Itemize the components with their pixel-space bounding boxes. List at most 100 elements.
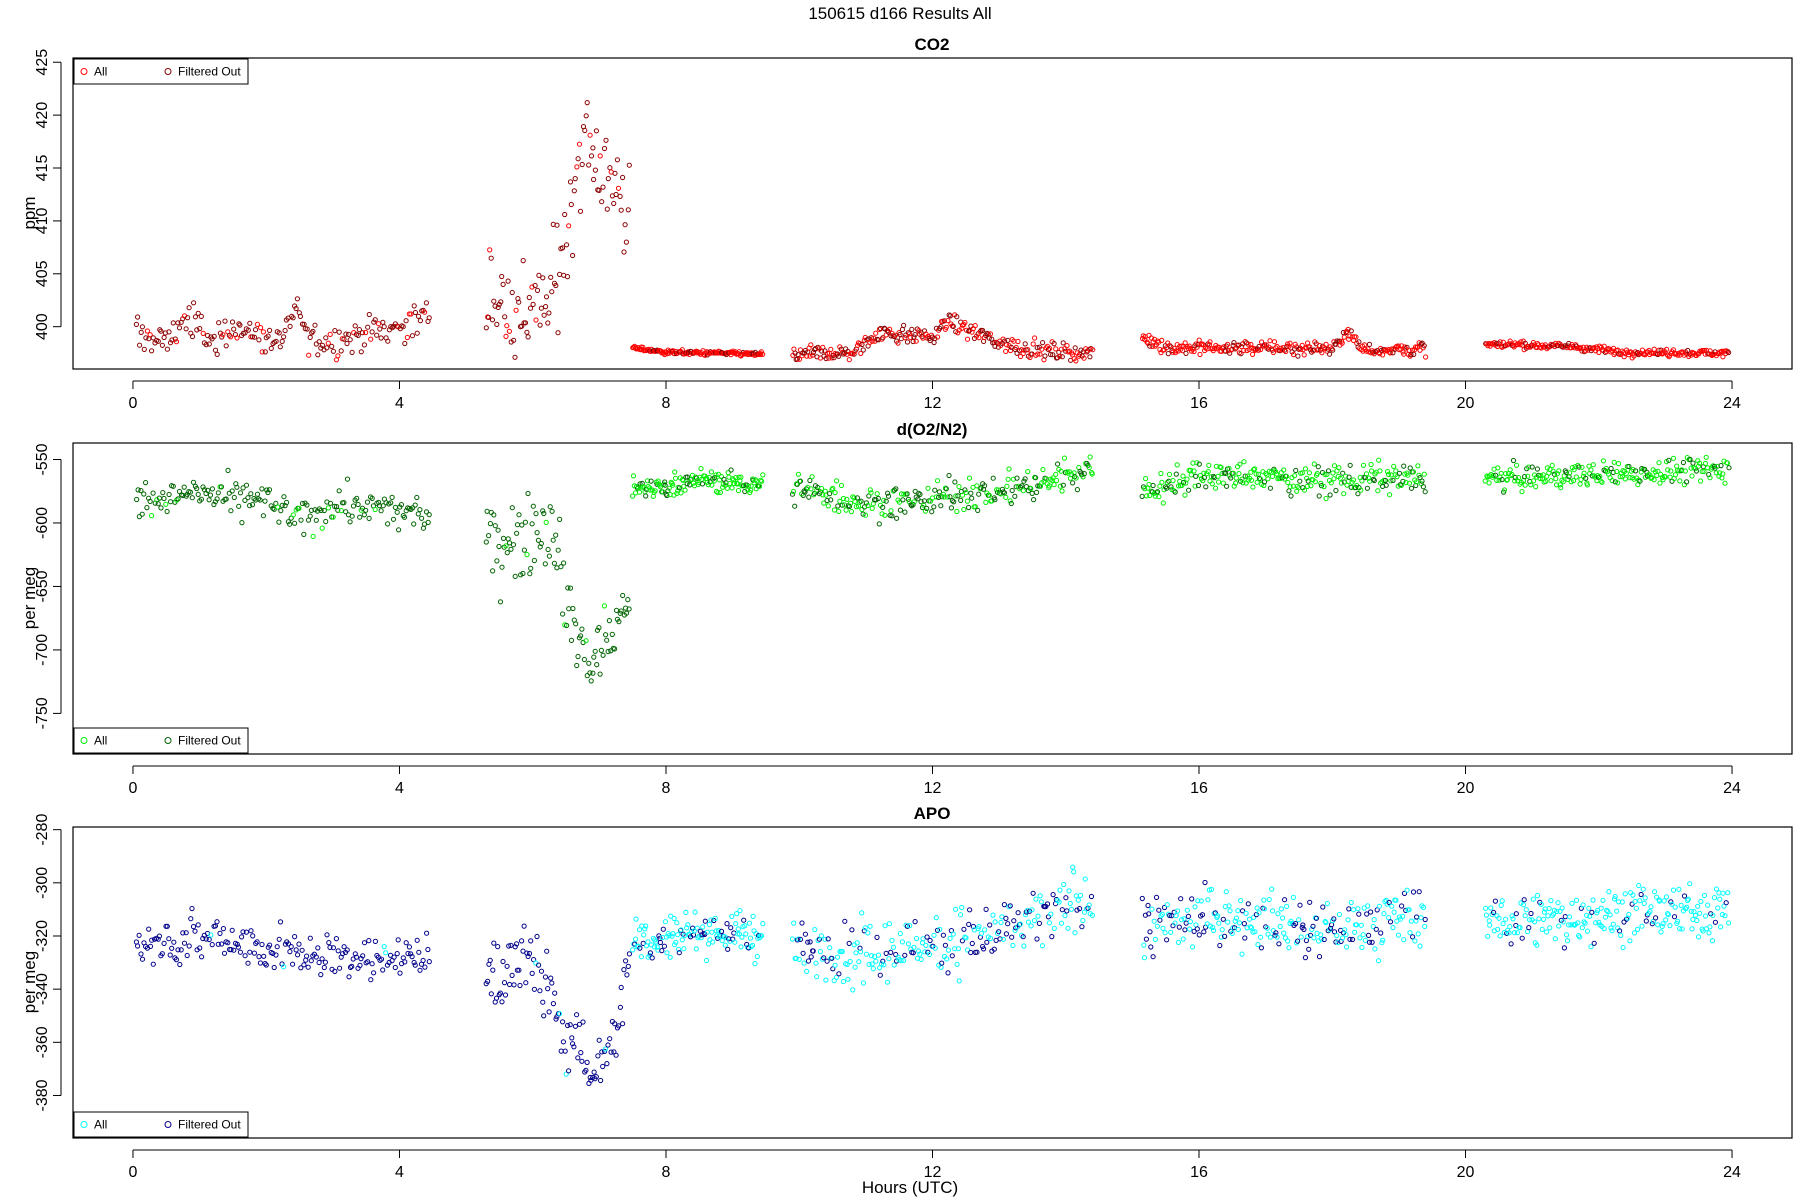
co2-point-265 [582,127,588,134]
do2n2-point-623 [1001,490,1008,496]
co2-point-725 [1167,343,1173,349]
do2n2-point-671 [1057,483,1063,489]
apo-point-897 [1355,906,1361,912]
do2n2-point-61 [228,508,234,514]
do2n2-point-725 [1166,471,1173,477]
co2-point-43 [200,330,206,336]
co2-point-672 [1058,346,1064,352]
co2-point-991 [1517,342,1523,348]
co2-point-512 [873,330,879,336]
apo-point-665 [1050,892,1056,898]
apo-point-1152 [1696,934,1702,940]
do2n2-point-840 [1293,467,1299,474]
apo-point-1134 [1676,886,1682,892]
co2-point-137 [346,331,352,337]
apo-point-118 [316,959,322,966]
do2n2-point-817 [1267,485,1274,491]
co2-point-120 [319,342,325,348]
apo-point-715 [1156,907,1162,913]
do2n2-point-699 [1089,471,1095,477]
apo-point-739 [1182,927,1188,933]
do2n2-point-63 [231,494,237,501]
apo-point-497 [856,959,862,965]
do2n2-point-159 [380,503,386,509]
do2n2-point-240 [549,508,555,514]
co2-point-227 [532,282,538,289]
co2-point-148 [363,329,369,336]
co2-point-187 [423,300,429,306]
do2n2-point-805 [1254,479,1260,485]
do2n2-point-975 [1499,477,1505,483]
co2-point-521 [883,332,889,338]
apo-point-1001 [1528,910,1534,917]
do2n2-point-205 [503,543,509,549]
co2-point-750 [1194,344,1200,350]
do2n2-point-533 [897,507,904,513]
do2n2-point-356 [682,487,688,493]
apo-point-512 [873,958,879,964]
co2-point-200 [496,301,502,307]
do2n2-point-1086 [1622,476,1628,482]
do2n2-point-578 [949,498,956,504]
apo-point-748 [1192,904,1198,910]
co2-point-684 [1072,345,1078,351]
co2-point-147 [361,342,367,348]
apo-point-129 [333,936,339,942]
apo-point-744 [1187,919,1194,925]
apo-point-989 [1514,930,1521,936]
apo-point-82 [261,953,267,959]
co2-point-724 [1165,351,1171,357]
co2-point-837 [1289,349,1295,355]
co2-point-259 [574,164,580,170]
do2n2-point-92 [276,519,282,525]
do2n2-point-513 [874,491,880,497]
apo-point-756 [1201,929,1207,935]
apo-point-685 [1073,893,1079,899]
co2-point-253 [566,223,572,229]
do2n2-point-401 [724,485,730,491]
co2-point-623 [1001,338,1008,344]
do2n2-point-471 [825,503,831,509]
do2n2-x-tick-label-0: 0 [129,780,138,797]
co2-point-776 [1223,348,1229,354]
apo-point-153 [371,970,377,976]
do2n2-point-535 [900,497,906,503]
do2n2-point-154 [372,506,378,513]
apo-point-385 [709,929,715,935]
apo-point-36 [189,905,195,912]
apo-point-939 [1401,937,1407,943]
do2n2-point-985 [1510,457,1517,464]
apo-point-793 [1241,921,1247,927]
do2n2-point-703 [1143,476,1149,482]
do2n2-point-218 [520,570,526,577]
do2n2-point-236 [543,519,549,526]
apo-point-1160 [1705,902,1711,908]
co2-x-tick-label-0: 0 [129,395,138,412]
co2-point-611 [987,331,994,337]
apo-point-123 [324,932,330,938]
do2n2-point-819 [1269,473,1276,479]
apo-point-570 [940,932,947,938]
co2-point-160 [381,324,387,330]
apo-point-1100 [1638,891,1644,898]
co2-point-181 [414,330,420,336]
apo-point-34 [186,943,192,949]
co2-point-740 [1183,350,1189,356]
co2-point-489 [846,357,852,363]
apo-x-tick-label-1: 4 [395,1164,404,1181]
do2n2-point-941 [1403,479,1409,486]
apo-point-504 [863,951,870,957]
co2-point-3 [138,329,144,335]
co2-point-744 [1187,346,1194,352]
co2-point-469 [823,355,829,362]
co2-point-234 [541,312,547,318]
do2n2-point-902 [1360,462,1367,468]
do2n2-point-280 [601,603,608,609]
co2-point-83 [262,349,268,355]
do2n2-point-1131 [1672,472,1679,478]
co2-point-80 [258,325,264,331]
apo-point-293 [618,984,624,991]
do2n2-point-22 [168,499,174,505]
co2-point-186 [422,309,428,315]
apo-point-795 [1243,910,1249,917]
